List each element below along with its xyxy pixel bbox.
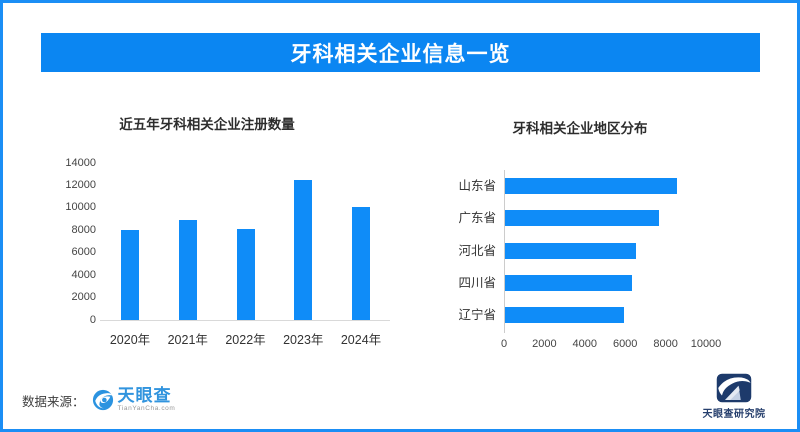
- bar: [352, 206, 370, 320]
- x-tick-label: 8000: [653, 338, 678, 350]
- chart-title: 近五年牙科相关企业注册数量: [119, 117, 295, 132]
- y-tick-label: 4000: [71, 268, 96, 281]
- bar: [505, 210, 659, 227]
- bar: [178, 220, 197, 320]
- institute-shield-icon: [716, 373, 752, 403]
- x-category-label: 2021年: [167, 333, 208, 347]
- title-banner: 牙科相关企业信息一览: [41, 33, 760, 72]
- bar: [236, 229, 255, 320]
- institute-name: 天眼查研究院: [702, 409, 766, 420]
- x-category-label: 2022年: [225, 333, 266, 347]
- y-tick-label: 2000: [71, 291, 96, 304]
- x-axis-line: [100, 320, 390, 321]
- tianyancha-wordmark: 天眼查: [117, 386, 172, 406]
- x-tick-label: 0: [500, 338, 508, 350]
- tianyancha-eye-icon: [92, 389, 114, 411]
- x-tick-label: 2000: [532, 338, 557, 350]
- y-tick-label: 0: [89, 313, 96, 326]
- x-tick-label: 10000: [690, 338, 722, 350]
- x-category-label: 2024年: [340, 333, 382, 347]
- y-category-label: 四川省: [458, 275, 496, 290]
- bar: [294, 179, 313, 320]
- bar: [505, 242, 637, 259]
- bar: [505, 274, 633, 291]
- x-category-label: 2023年: [283, 333, 324, 347]
- y-tick-label: 8000: [71, 223, 96, 236]
- y-tick-label: 10000: [65, 201, 96, 214]
- y-category-label: 广东省: [458, 211, 496, 226]
- bar: [505, 178, 677, 194]
- bar: [505, 307, 625, 323]
- chart-title: 牙科相关企业地区分布: [512, 121, 648, 136]
- y-tick-label: 12000: [65, 178, 96, 191]
- page-title: 牙科相关企业信息一览: [290, 42, 511, 66]
- x-tick-label: 6000: [612, 338, 638, 350]
- tianyancha-logo: 天眼查 TianYanCha.com: [92, 387, 176, 413]
- y-category-label: 河北省: [458, 243, 496, 258]
- y-tick-label: 6000: [71, 246, 96, 259]
- x-tick-label: 4000: [572, 338, 598, 350]
- y-tick-label: 14000: [65, 156, 96, 169]
- institute-logo-block: 天眼查研究院: [698, 373, 770, 420]
- data-source-row: 数据来源： 天眼查 TianYanCha.com: [22, 387, 175, 413]
- bar: [121, 230, 139, 320]
- y-axis-line: [504, 170, 505, 333]
- x-category-label: 2020年: [109, 333, 151, 347]
- y-category-label: 辽宁省: [458, 308, 496, 322]
- tianyancha-wordmark-stack: 天眼查 TianYanCha.com: [118, 387, 176, 413]
- data-source-label: 数据来源：: [22, 394, 85, 409]
- tianyancha-domain: TianYanCha.com: [117, 405, 176, 413]
- y-category-label: 山东省: [458, 179, 496, 193]
